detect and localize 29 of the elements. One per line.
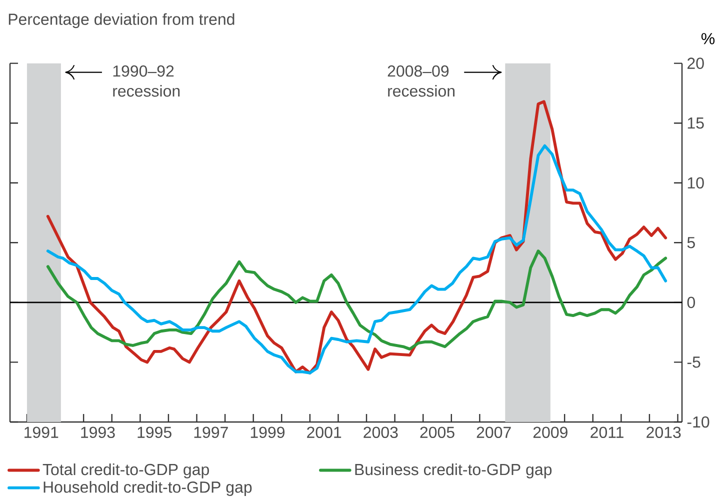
legend-label: Business credit-to-GDP gap (355, 463, 552, 478)
x-tick-label: 1995 (138, 426, 172, 438)
line-series (46, 144, 668, 374)
x-tick-label: 2007 (476, 426, 511, 438)
legend-label: Household credit-to-GDP gap (44, 481, 252, 496)
x-tick-label: 1993 (81, 426, 115, 438)
y-tick-label: 0 (687, 296, 695, 308)
x-tick-label: 2003 (364, 426, 398, 438)
x-tick-label: 1991 (24, 426, 58, 438)
y-tick-label: -5 (687, 356, 700, 368)
line-series (46, 100, 668, 374)
x-tick-label: 2009 (533, 426, 568, 438)
y-tick-label: 5 (687, 237, 695, 248)
x-tick-label: 1997 (194, 426, 228, 438)
y-tick-label: 10 (688, 177, 704, 189)
band-label: 2008–09 recession (388, 65, 454, 97)
legend-label: Total credit-to-GDP gap (42, 463, 209, 478)
x-tick-label: 2011 (590, 426, 624, 438)
y-tick-label: 15 (688, 118, 704, 129)
band-label: 1990–92 recession (113, 65, 180, 97)
y-tick-label: 20 (688, 58, 704, 69)
x-tick-label: 2001 (307, 426, 342, 438)
chart-subtitle: Percentage deviation from trend (8, 13, 234, 28)
x-tick-label: 2013 (646, 426, 681, 438)
y-axis-title: % (701, 33, 715, 44)
line-series (46, 250, 668, 351)
x-tick-label: 1999 (250, 426, 285, 438)
y-tick-label: -10 (687, 416, 710, 428)
x-tick-label: 2005 (420, 426, 454, 438)
